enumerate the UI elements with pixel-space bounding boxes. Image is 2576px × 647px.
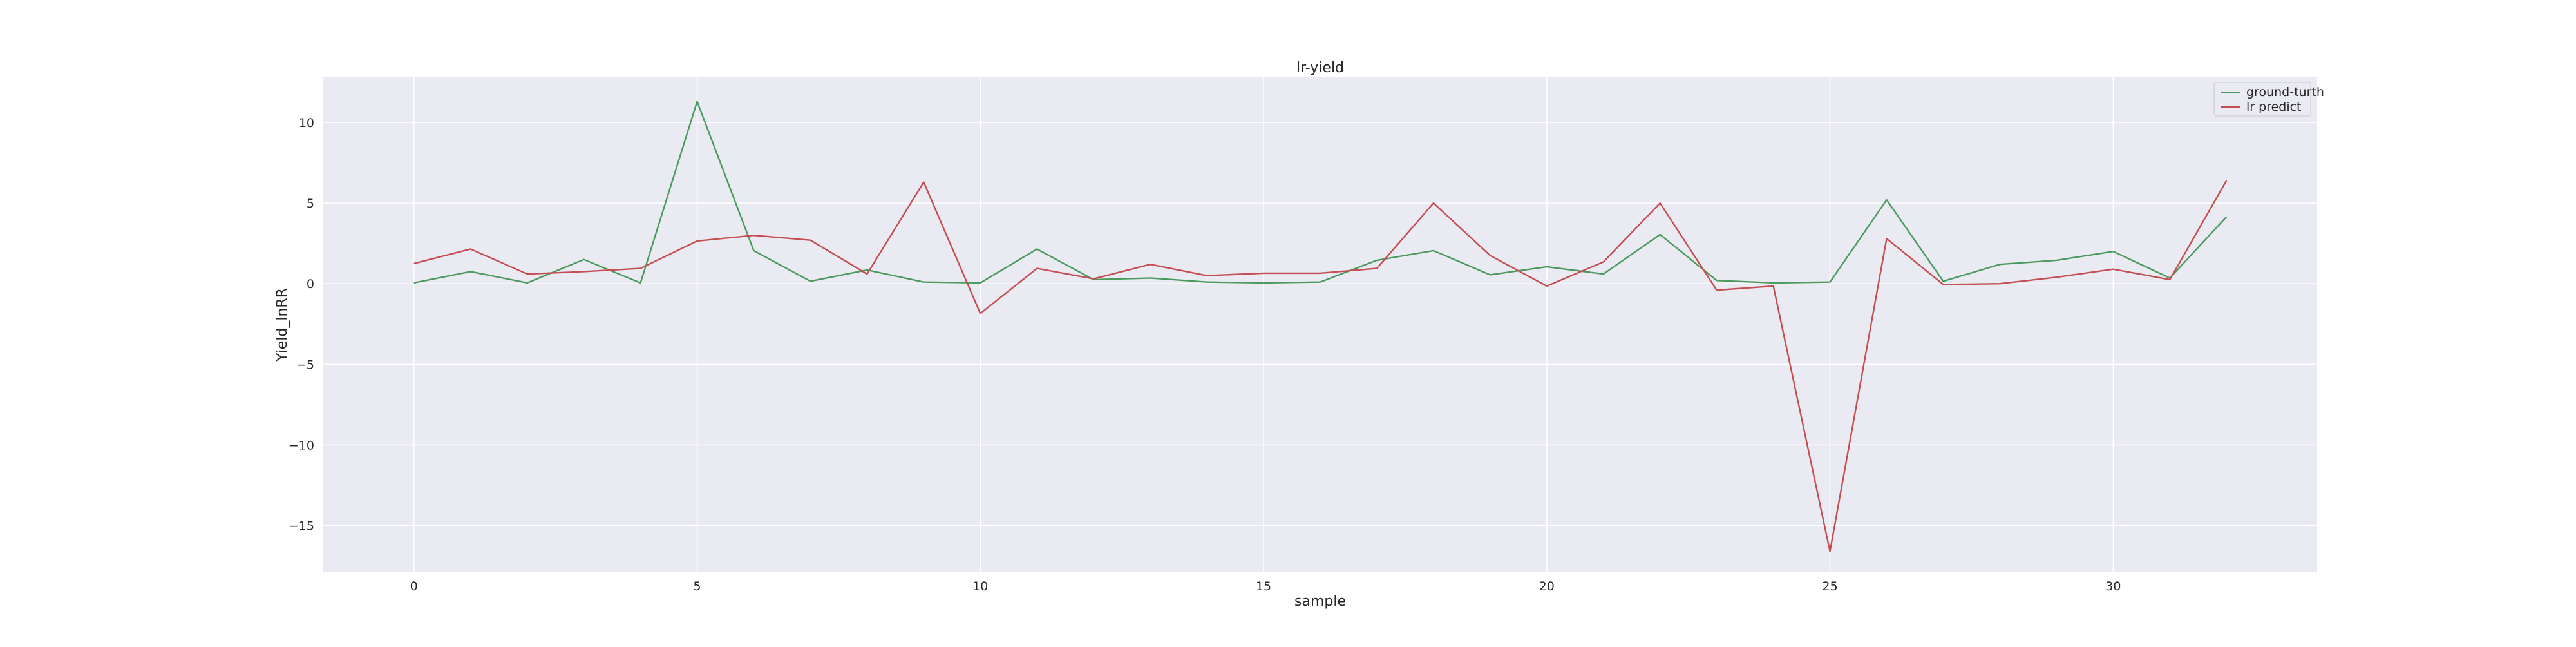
y-tick-label: −15 bbox=[289, 519, 314, 533]
legend: ground-turth lr predict bbox=[2213, 82, 2324, 117]
plot-background bbox=[323, 77, 2317, 572]
y-tick-label: 10 bbox=[299, 116, 314, 130]
y-tick-label: −10 bbox=[289, 438, 314, 452]
x-tick-label: 5 bbox=[693, 579, 701, 594]
legend-label-ground-turth: ground-turth bbox=[2246, 85, 2324, 99]
x-axis-label: sample bbox=[1294, 594, 1346, 610]
series-line-ground-turth bbox=[413, 101, 2228, 284]
x-tick-label: 20 bbox=[1539, 579, 1555, 594]
series-layer bbox=[413, 101, 2228, 552]
x-tick-label: 30 bbox=[2105, 579, 2121, 594]
series-line-lr-predict bbox=[413, 180, 2228, 552]
x-tick-label: 15 bbox=[1256, 579, 1271, 594]
x-tick-label: 10 bbox=[972, 579, 988, 594]
y-tick-label: 5 bbox=[307, 197, 314, 211]
x-tick-label: 25 bbox=[1822, 579, 1837, 594]
legend-label-lr-predict: lr predict bbox=[2246, 100, 2302, 114]
y-tick-label: 0 bbox=[307, 277, 314, 291]
y-axis-label: Yield_lnRR bbox=[274, 288, 290, 362]
chart-title: lr-yield bbox=[1296, 60, 1344, 76]
y-tick-label: −5 bbox=[296, 358, 314, 372]
x-tick-label: 0 bbox=[410, 579, 418, 594]
tick-labels: 0 5 10 15 20 25 30 10 5 0 −5 −10 −15 bbox=[289, 116, 2121, 594]
